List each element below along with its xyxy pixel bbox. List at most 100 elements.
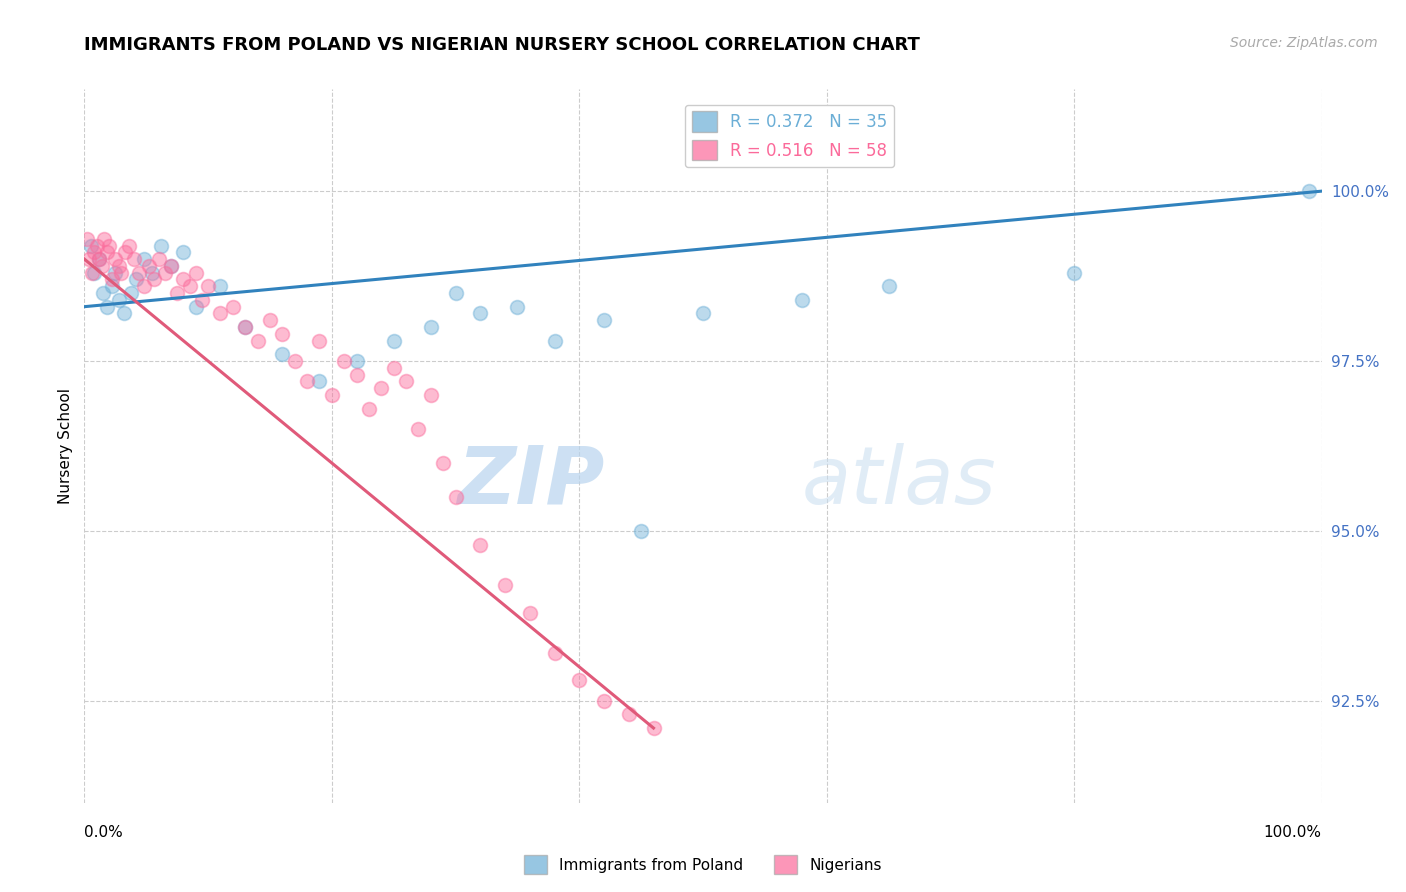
Point [259, 313, 281, 327]
Point [98, 238, 121, 252]
Text: ZIP: ZIP [457, 442, 605, 521]
Point [593, 694, 616, 708]
Point [246, 334, 269, 348]
Point [118, 238, 141, 252]
Point [444, 286, 467, 301]
Point [408, 422, 430, 436]
Point [142, 272, 165, 286]
Point [172, 245, 194, 260]
Point [346, 368, 368, 382]
Point [96, 300, 118, 314]
Point [494, 578, 516, 592]
Point [141, 266, 163, 280]
Point [617, 707, 640, 722]
Point [76, 232, 98, 246]
Point [148, 252, 170, 266]
Point [184, 266, 207, 280]
Point [357, 401, 380, 416]
Point [184, 300, 207, 314]
Point [370, 381, 392, 395]
Point [321, 388, 343, 402]
Point [506, 300, 529, 314]
Point [444, 490, 467, 504]
Point [197, 279, 219, 293]
Point [382, 334, 405, 348]
Point [233, 320, 256, 334]
Point [233, 320, 256, 334]
Point [93, 232, 115, 246]
Point [543, 334, 565, 348]
Point [271, 326, 294, 341]
Point [110, 266, 132, 280]
Point [308, 334, 330, 348]
Point [630, 524, 652, 538]
Text: Source: ZipAtlas.com: Source: ZipAtlas.com [1230, 36, 1378, 50]
Point [222, 300, 245, 314]
Point [209, 279, 232, 293]
Legend: Immigrants from Poland, Nigerians: Immigrants from Poland, Nigerians [519, 849, 887, 880]
Point [179, 279, 201, 293]
Point [80, 266, 103, 280]
Point [132, 279, 155, 293]
Point [114, 245, 136, 260]
Legend: R = 0.372   N = 35, R = 0.516   N = 58: R = 0.372 N = 35, R = 0.516 N = 58 [685, 104, 894, 167]
Point [100, 279, 122, 293]
Text: 100.0%: 100.0% [1264, 825, 1322, 840]
Point [125, 272, 148, 286]
Text: atlas: atlas [801, 442, 997, 521]
Point [104, 266, 127, 280]
Point [160, 259, 183, 273]
Point [138, 259, 160, 273]
Point [519, 606, 541, 620]
Point [395, 375, 418, 389]
Point [150, 238, 173, 252]
Point [132, 252, 155, 266]
Point [89, 252, 111, 266]
Point [86, 238, 108, 252]
Point [432, 456, 454, 470]
Point [419, 388, 441, 402]
Point [166, 286, 188, 301]
Point [284, 354, 307, 368]
Point [160, 259, 183, 273]
Point [91, 286, 114, 301]
Point [100, 272, 122, 286]
Point [89, 252, 111, 266]
Point [692, 306, 714, 320]
Point [790, 293, 813, 307]
Text: 0.0%: 0.0% [84, 825, 124, 840]
Point [470, 306, 492, 320]
Point [271, 347, 294, 361]
Point [122, 252, 145, 266]
Point [568, 673, 591, 688]
Point [112, 306, 135, 320]
Point [83, 245, 105, 260]
Point [643, 721, 665, 735]
Point [346, 354, 368, 368]
Point [333, 354, 356, 368]
Point [79, 252, 101, 266]
Point [1063, 266, 1085, 280]
Point [128, 266, 150, 280]
Point [172, 272, 194, 286]
Point [108, 259, 131, 273]
Point [470, 537, 492, 551]
Point [593, 313, 616, 327]
Point [1298, 184, 1320, 198]
Point [877, 279, 900, 293]
Text: IMMIGRANTS FROM POLAND VS NIGERIAN NURSERY SCHOOL CORRELATION CHART: IMMIGRANTS FROM POLAND VS NIGERIAN NURSE… [84, 36, 921, 54]
Point [382, 360, 405, 375]
Point [90, 259, 112, 273]
Point [83, 266, 105, 280]
Point [79, 238, 101, 252]
Point [153, 266, 176, 280]
Point [191, 293, 214, 307]
Point [419, 320, 441, 334]
Point [295, 375, 318, 389]
Point [543, 646, 565, 660]
Point [96, 245, 118, 260]
Y-axis label: Nursery School: Nursery School [58, 388, 73, 504]
Point [104, 252, 127, 266]
Point [209, 306, 232, 320]
Point [308, 375, 330, 389]
